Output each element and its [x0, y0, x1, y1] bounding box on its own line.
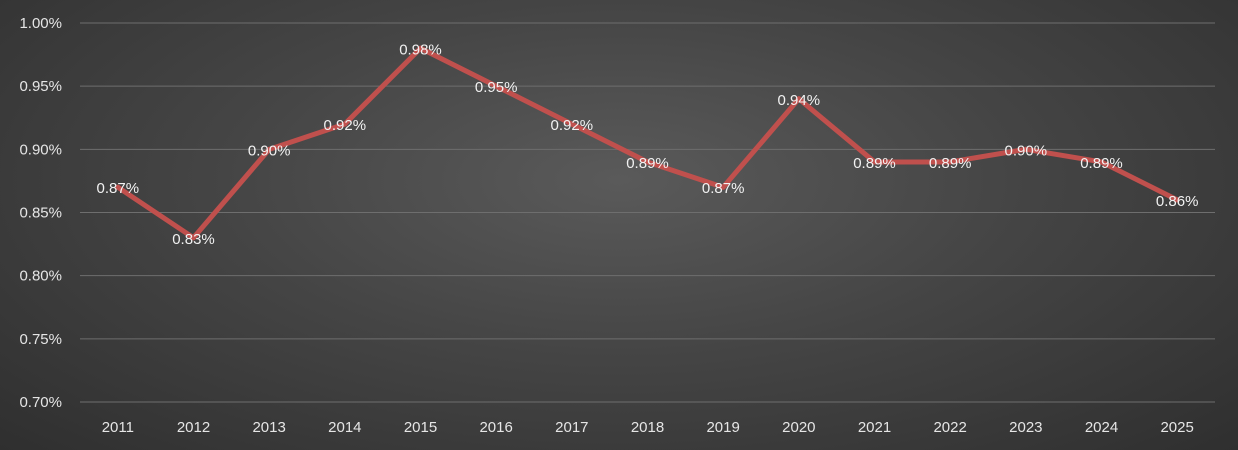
data-label: 0.89%: [1080, 155, 1123, 172]
x-tick-label: 2017: [555, 419, 588, 436]
x-tick-label: 2019: [706, 419, 739, 436]
data-label: 0.92%: [324, 117, 367, 134]
data-point: [115, 184, 121, 190]
data-label: 0.90%: [248, 142, 291, 159]
data-label: 0.86%: [1156, 193, 1199, 210]
data-point: [418, 45, 423, 51]
data-point: [493, 83, 499, 89]
data-label: 0.87%: [702, 180, 745, 197]
y-tick-label: 0.85%: [19, 205, 62, 222]
x-tick-label: 2022: [933, 419, 966, 436]
x-tick-label: 2013: [252, 419, 285, 436]
data-point: [872, 159, 877, 165]
data-label: 0.98%: [399, 41, 442, 58]
data-label: 0.95%: [475, 79, 518, 96]
data-point: [645, 159, 650, 165]
y-tick-label: 1.00%: [19, 15, 62, 32]
x-tick-label: 2018: [631, 419, 664, 436]
x-tick-label: 2020: [782, 419, 815, 436]
data-point: [947, 159, 953, 165]
y-tick-label: 0.95%: [19, 78, 62, 95]
y-tick-label: 0.75%: [19, 331, 62, 348]
data-point: [796, 96, 802, 102]
data-point: [342, 121, 348, 127]
x-tick-label: 2025: [1160, 419, 1193, 436]
x-tick-label: 2015: [404, 419, 437, 436]
data-point: [569, 121, 575, 127]
data-label: 0.87%: [97, 180, 140, 197]
y-tick-label: 0.80%: [19, 268, 62, 285]
data-point: [720, 184, 726, 190]
x-tick-label: 2011: [102, 419, 134, 436]
x-tick-label: 2014: [328, 419, 361, 436]
x-tick-label: 2021: [858, 419, 891, 436]
data-point: [191, 235, 196, 241]
y-tick-label: 0.70%: [19, 394, 62, 411]
x-tick-label: 2016: [479, 419, 512, 436]
x-tick-label: 2024: [1085, 419, 1118, 436]
data-label: 0.83%: [172, 231, 215, 248]
y-tick-label: 0.90%: [19, 141, 62, 158]
data-label: 0.94%: [778, 92, 821, 109]
data-point: [1099, 159, 1104, 165]
data-point: [266, 146, 272, 152]
data-label: 0.89%: [929, 155, 972, 172]
x-tick-label: 2012: [177, 419, 210, 436]
data-label: 0.89%: [626, 155, 669, 172]
data-point: [1174, 197, 1180, 203]
data-label: 0.89%: [853, 155, 896, 172]
data-label: 0.92%: [551, 117, 594, 134]
x-tick-label: 2023: [1009, 419, 1042, 436]
data-label: 0.90%: [1005, 142, 1048, 159]
data-point: [1023, 146, 1029, 152]
